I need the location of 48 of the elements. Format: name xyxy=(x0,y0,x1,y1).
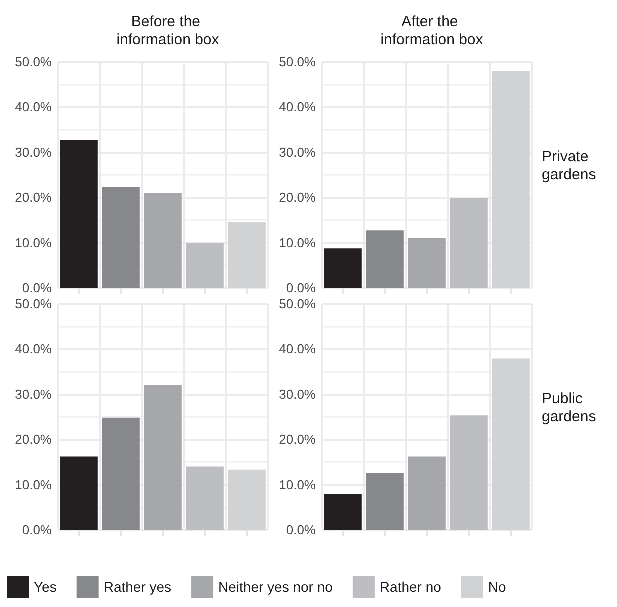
legend-label: Neither yes nor no xyxy=(218,579,334,595)
y-tick-label: 20.0% xyxy=(279,190,316,206)
bar xyxy=(366,230,404,288)
legend-label: Yes xyxy=(34,579,57,595)
bar xyxy=(450,198,488,288)
y-tick-label: 10.0% xyxy=(279,235,316,250)
y-tick-label: 40.0% xyxy=(279,100,316,115)
y-tick-label: 50.0% xyxy=(15,296,52,312)
bar xyxy=(144,193,182,288)
bar xyxy=(324,494,362,530)
legend-label: No xyxy=(488,579,507,595)
y-tick-label: 30.0% xyxy=(15,386,52,402)
y-tick-label: 30.0% xyxy=(279,386,316,402)
y-tick-label: 20.0% xyxy=(15,190,52,206)
y-tick-label: 40.0% xyxy=(279,342,316,357)
y-tick-label: 30.0% xyxy=(15,144,52,160)
y-tick-label: 40.0% xyxy=(15,342,52,357)
legend-label: Rather yes xyxy=(104,579,172,595)
bar xyxy=(408,238,446,288)
y-tick-label: 50.0% xyxy=(279,296,316,312)
y-tick-label: 0.0% xyxy=(286,522,316,538)
y-tick-label: 50.0% xyxy=(279,54,316,70)
bar xyxy=(450,416,488,530)
bar xyxy=(324,248,362,288)
y-tick-label: 20.0% xyxy=(279,432,316,448)
bar xyxy=(228,222,266,288)
y-tick-label: 40.0% xyxy=(15,100,52,115)
chart-title: Before the information box xyxy=(116,14,220,48)
y-tick-label: 10.0% xyxy=(15,235,52,250)
y-tick-label: 0.0% xyxy=(22,522,52,538)
y-tick-label: 30.0% xyxy=(279,144,316,160)
y2-axis-title: Private gardens xyxy=(542,148,596,184)
y-tick-label: 0.0% xyxy=(22,280,52,296)
y-tick-label: 20.0% xyxy=(15,432,52,448)
y2-axis-title: Public gardens xyxy=(542,390,596,426)
y-tick-label: 10.0% xyxy=(279,477,316,492)
chart-title: After the information box xyxy=(380,14,484,48)
legend-label: Rather no xyxy=(380,579,442,595)
bar xyxy=(408,456,446,530)
bar xyxy=(366,473,404,530)
bar xyxy=(492,71,530,288)
y-tick-label: 10.0% xyxy=(15,477,52,492)
bar xyxy=(492,358,530,530)
y-tick-label: 50.0% xyxy=(15,54,52,70)
bar xyxy=(186,243,224,288)
y-tick-label: 0.0% xyxy=(286,280,316,296)
bar xyxy=(60,140,98,288)
bar xyxy=(102,187,140,288)
